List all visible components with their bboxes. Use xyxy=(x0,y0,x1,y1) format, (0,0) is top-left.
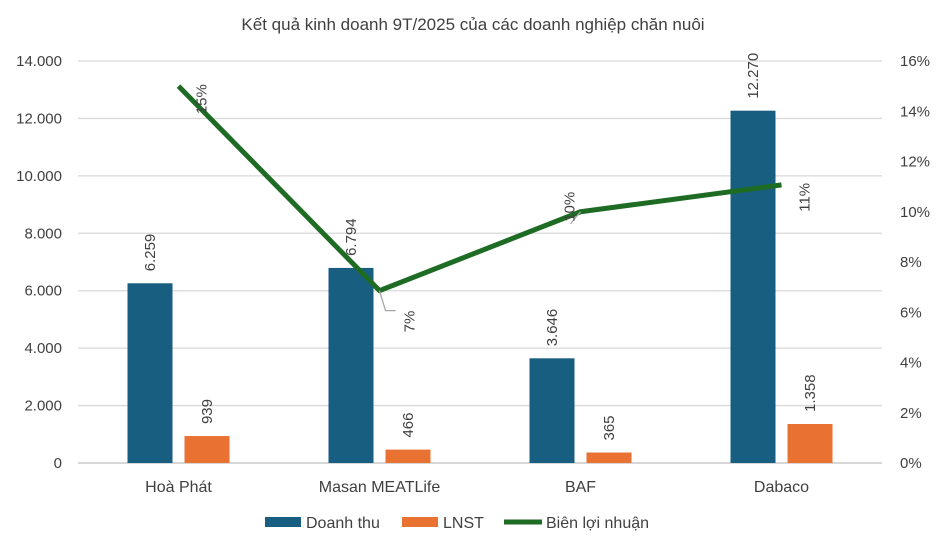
category-label: Masan MEATLife xyxy=(319,479,441,496)
margin-line-path xyxy=(176,84,782,294)
revenue-data-label: 3.646 xyxy=(544,309,561,347)
x-axis: Hoà Phát Masan MEATLife BAF Dabaco xyxy=(145,479,809,496)
legend: Doanh thu LNST Biên lợi nhuận xyxy=(265,515,649,532)
left-tick-label: 6.000 xyxy=(24,283,62,300)
profit-data-label: 466 xyxy=(400,413,417,438)
leader-line xyxy=(378,290,396,312)
legend-label: LNST xyxy=(443,515,484,532)
right-tick-label: 2% xyxy=(900,405,922,422)
profit-data-label: 365 xyxy=(601,415,618,440)
legend-swatch xyxy=(265,517,301,527)
legend-swatch xyxy=(402,517,438,527)
legend-label: Doanh thu xyxy=(306,515,380,532)
profit-data-label: 1.358 xyxy=(802,374,819,412)
profit-bar xyxy=(385,449,431,463)
legend-label: Biên lợi nhuận xyxy=(546,515,649,532)
left-tick-label: 8.000 xyxy=(24,225,62,242)
revenue-data-label: 12.270 xyxy=(745,53,762,99)
right-tick-label: 0% xyxy=(900,455,922,472)
margin-data-label: 11% xyxy=(797,183,814,212)
revenue-data-label: 6.794 xyxy=(343,218,360,256)
profit-bar xyxy=(586,452,632,463)
right-tick-label: 4% xyxy=(900,355,922,372)
revenue-bar xyxy=(328,267,374,463)
category-label: Dabaco xyxy=(754,479,809,496)
right-tick-label: 16% xyxy=(900,53,930,70)
right-tick-label: 12% xyxy=(900,154,930,171)
left-tick-label: 2.000 xyxy=(24,398,62,415)
bars: 6.259 6.794 3.646 12.270 939 466 365 1.358 xyxy=(127,53,833,463)
left-axis: 0 2.000 4.000 6.000 8.000 10.000 12.000 14.000 xyxy=(16,53,62,472)
profit-bar xyxy=(184,436,230,463)
right-tick-label: 6% xyxy=(900,304,922,321)
revenue-bar xyxy=(127,283,173,463)
right-tick-label: 14% xyxy=(900,103,930,120)
margin-data-label: 7% xyxy=(402,311,419,333)
category-label: BAF xyxy=(565,479,596,496)
left-tick-label: 0 xyxy=(54,455,62,472)
left-tick-label: 10.000 xyxy=(16,168,62,185)
left-tick-label: 12.000 xyxy=(16,110,62,127)
right-tick-label: 8% xyxy=(900,254,922,271)
left-tick-label: 14.000 xyxy=(16,53,62,70)
margin-data-label: 10% xyxy=(562,192,579,222)
leader-line xyxy=(570,211,581,225)
right-axis: 0% 2% 4% 6% 8% 10% 12% 14% 16% xyxy=(900,53,930,472)
margin-data-label: 15% xyxy=(194,84,211,114)
profit-data-label: 939 xyxy=(199,399,216,424)
right-tick-label: 10% xyxy=(900,204,930,221)
revenue-data-label: 6.259 xyxy=(142,234,159,272)
margin-line: 15% 7% 10% 11% xyxy=(176,84,814,333)
category-label: Hoà Phát xyxy=(145,479,212,496)
chart-title: Kết quả kinh doanh 9T/2025 của các doanh… xyxy=(241,15,704,34)
left-tick-label: 4.000 xyxy=(24,340,62,357)
profit-bar xyxy=(787,424,833,463)
revenue-bar xyxy=(730,110,776,463)
revenue-bar xyxy=(529,358,575,463)
